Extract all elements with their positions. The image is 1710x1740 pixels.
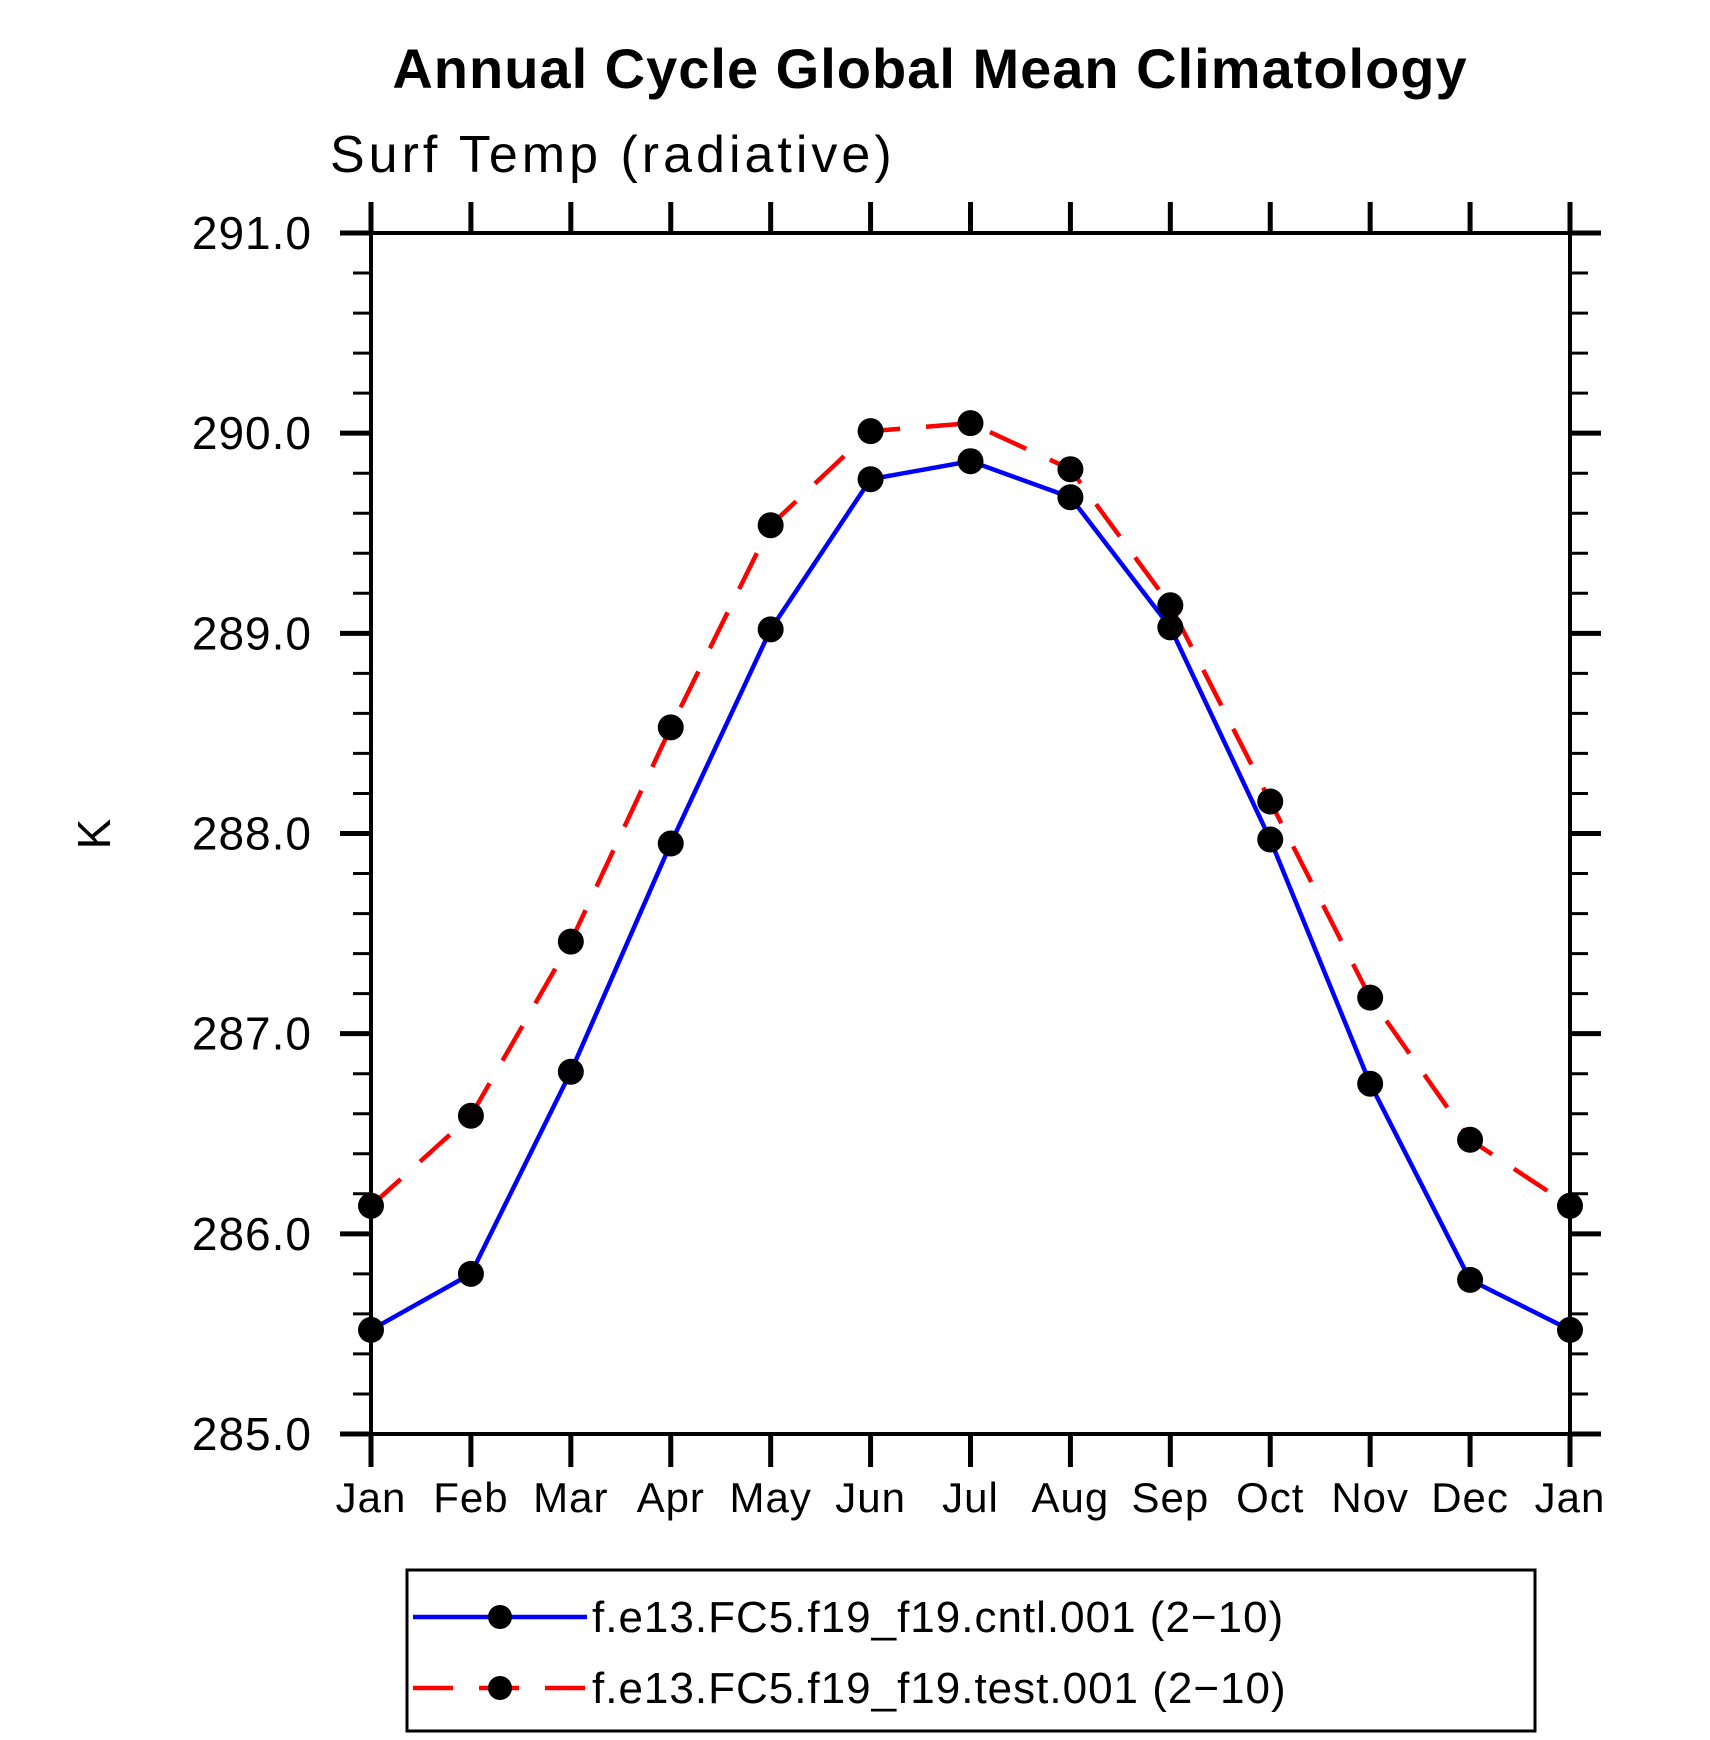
x-tick-label: Dec: [1431, 1474, 1509, 1521]
legend-label: f.e13.FC5.f19_f19.cntl.001 (2−10): [592, 1593, 1284, 1642]
series-markers: [358, 410, 1583, 1343]
data-point: [1157, 592, 1184, 619]
y-tick-label: 285.0: [192, 1408, 312, 1460]
y-tick-label: 290.0: [192, 407, 312, 459]
data-point: [1057, 456, 1084, 483]
data-point: [657, 830, 684, 857]
data-point: [857, 466, 884, 493]
x-tick-label: Feb: [433, 1474, 508, 1521]
y-axis-ticks: [340, 230, 1601, 1437]
x-tick-label: May: [729, 1474, 811, 1521]
y-tick-label: 289.0: [192, 607, 312, 659]
data-point: [457, 1260, 484, 1287]
legend-box: f.e13.FC5.f19_f19.cntl.001 (2−10) f.e13.F…: [405, 1568, 1537, 1733]
x-tick-label: Jan: [336, 1474, 407, 1521]
legend-label: f.e13.FC5.f19_f19.test.001 (2−10): [592, 1664, 1287, 1713]
chart-subtitle: Surf Temp (radiative): [330, 126, 896, 184]
data-point: [757, 616, 784, 643]
data-point: [957, 410, 984, 437]
chart-title: Annual Cycle Global Mean Climatology: [392, 37, 1467, 100]
data-point: [1457, 1126, 1484, 1153]
x-axis-ticks: [368, 202, 1573, 1467]
series-lines: [369, 420, 1572, 1332]
data-point: [1157, 614, 1184, 641]
y-tick-label: 287.0: [192, 1008, 312, 1060]
y-tick-label: 288.0: [192, 808, 312, 860]
x-tick-label: Jan: [1535, 1474, 1606, 1521]
x-tick-label: Jul: [942, 1474, 999, 1521]
data-point: [1557, 1192, 1583, 1219]
y-axis-tick-labels: 285.0 286.0 287.0 288.0 289.0 290.0 291.0: [192, 207, 312, 1460]
x-tick-label: Oct: [1236, 1474, 1304, 1521]
data-point: [1457, 1266, 1484, 1293]
data-point: [358, 1316, 384, 1343]
data-point: [857, 418, 884, 445]
x-tick-label: Aug: [1032, 1474, 1110, 1521]
series-line-solid: [369, 458, 1572, 1332]
series-line-dashed: [369, 420, 1572, 1208]
x-tick-label: Jun: [835, 1474, 906, 1521]
data-point: [657, 714, 684, 741]
data-point: [1257, 788, 1284, 815]
y-tick-label: 286.0: [192, 1208, 312, 1260]
data-point: [557, 1058, 584, 1085]
y-tick-label: 291.0: [192, 207, 312, 259]
data-point: [358, 1192, 384, 1219]
data-point: [1557, 1316, 1583, 1343]
legend-marker: [488, 1676, 512, 1700]
legend-marker: [488, 1605, 512, 1629]
x-tick-label: Mar: [533, 1474, 608, 1521]
data-point: [1357, 1070, 1384, 1097]
x-tick-label: Nov: [1331, 1474, 1409, 1521]
legend-border: [405, 1568, 1537, 1733]
data-point: [957, 448, 984, 475]
data-point: [757, 512, 784, 539]
data-point: [457, 1102, 484, 1129]
data-point: [1057, 484, 1084, 511]
x-tick-label: Apr: [637, 1474, 705, 1521]
data-point: [1357, 984, 1384, 1011]
x-tick-label: Sep: [1131, 1474, 1209, 1521]
y-axis-label: K: [68, 817, 120, 850]
data-point: [557, 928, 584, 955]
data-point: [1257, 826, 1284, 853]
plot-frame: [340, 202, 1601, 1465]
x-axis-tick-labels: Jan Feb Mar Apr May Jun Jul Aug Sep Oct Nov Dec Jan: [336, 1474, 1606, 1521]
